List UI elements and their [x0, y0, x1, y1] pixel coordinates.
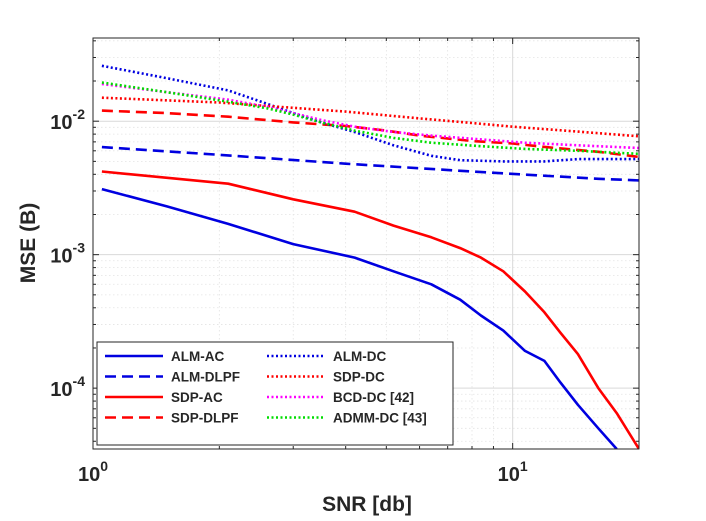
legend-label: ALM-DC	[333, 349, 386, 364]
y-tick-labels: 10-4 10-3 10-2	[50, 106, 85, 401]
legend-label: SDP-DLPF	[171, 411, 239, 426]
axes-frame	[92, 37, 640, 450]
series-line-bcd-dc-42	[101, 82, 639, 150]
series-lines	[101, 64, 639, 449]
axis-ticks	[92, 38, 640, 449]
y-tick-label: 10-2	[50, 106, 85, 134]
legend-box	[96, 341, 454, 446]
x-axis-label: SNR [db]	[322, 493, 412, 516]
x-tick-labels: 100 101	[78, 458, 528, 486]
legend-label: SDP-DC	[333, 370, 385, 385]
y-axis-label: MSE (B)	[17, 203, 40, 284]
legend-label: ALM-AC	[171, 349, 224, 364]
y-tick-label: 10-3	[50, 240, 85, 268]
series-line-alm-ac	[101, 187, 618, 449]
series-line-alm-dc	[101, 64, 639, 163]
series-line-admm-dc-43	[101, 81, 639, 156]
x-tick-label: 101	[498, 458, 528, 486]
legend-label: SDP-AC	[171, 390, 223, 405]
series-line-sdp-ac	[101, 170, 639, 449]
y-tick-label: 10-4	[50, 373, 85, 401]
series-line-alm-dlpf	[101, 145, 639, 182]
x-tick-label: 100	[78, 458, 108, 486]
legend: ALM-AC ALM-DLPF SDP-AC SDP-DLPF ALM-DC SDP-DC…	[96, 341, 454, 446]
legend-label: BCD-DC [42]	[333, 390, 414, 405]
legend-label: ALM-DLPF	[171, 370, 240, 385]
legend-label: ADMM-DC [43]	[333, 411, 427, 426]
